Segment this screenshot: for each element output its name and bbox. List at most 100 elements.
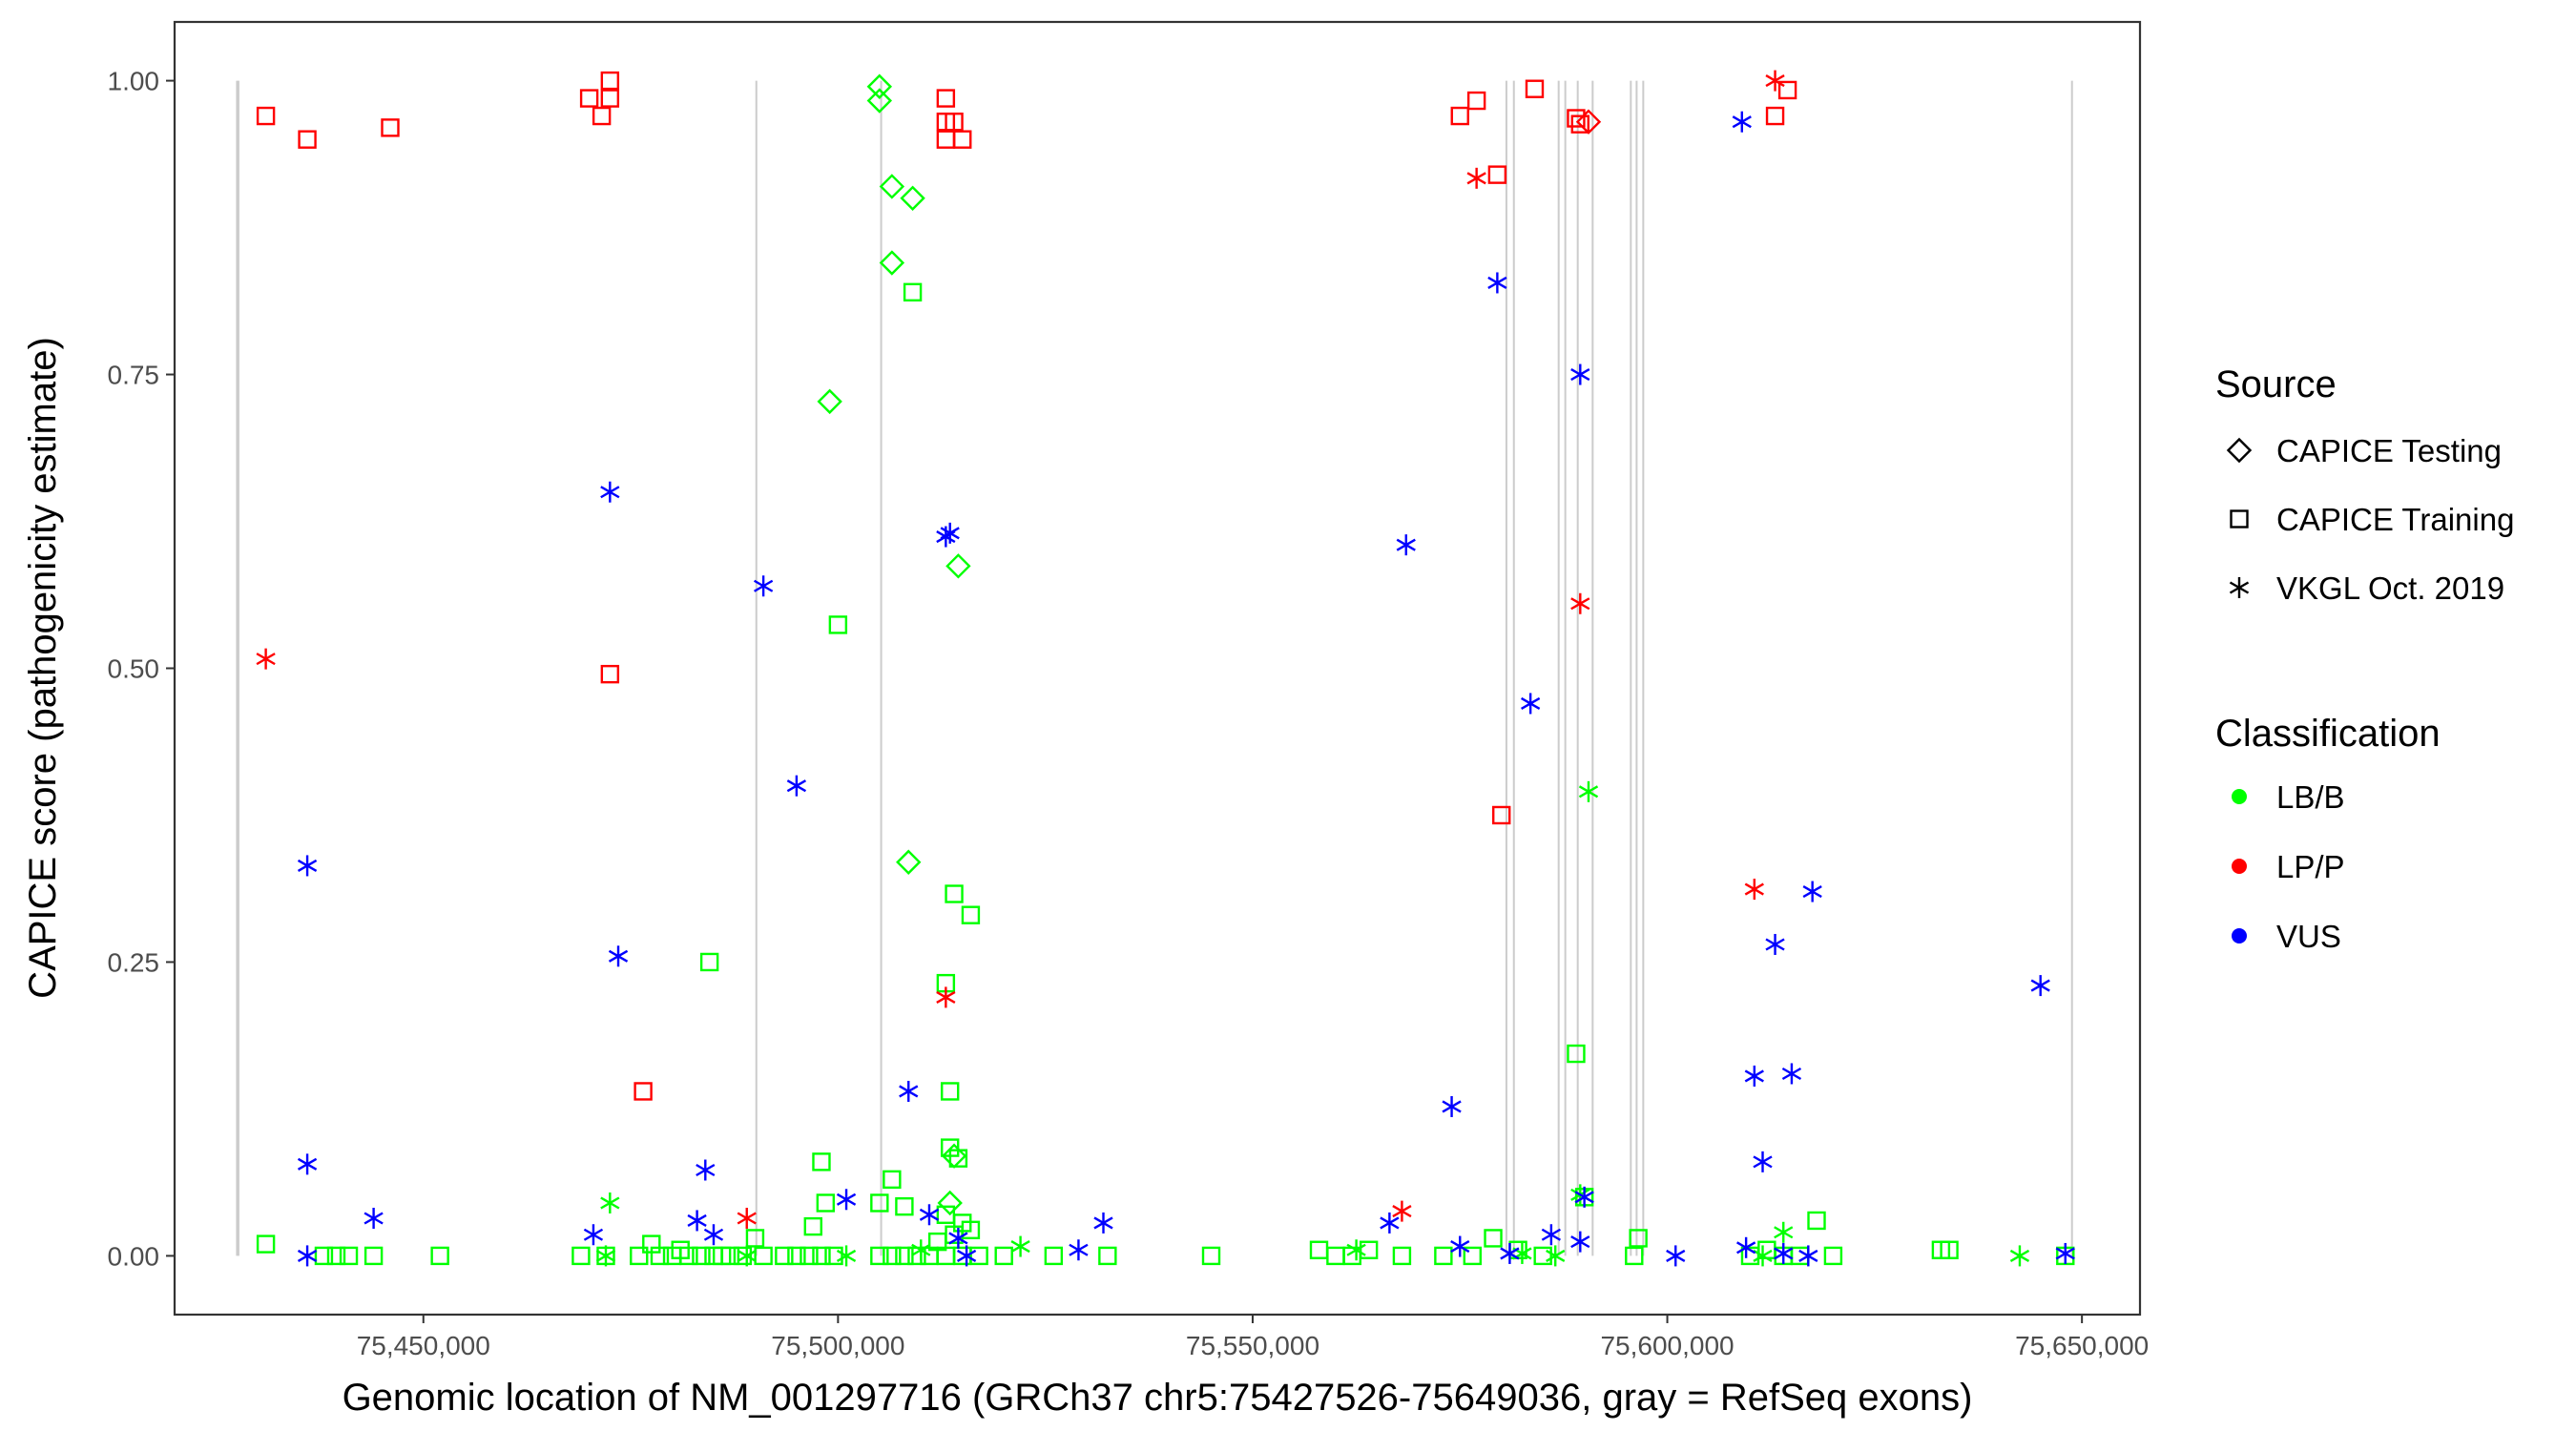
x-axis-title: Genomic location of NM_001297716 (GRCh37… (343, 1377, 1973, 1419)
data-point (600, 1192, 620, 1213)
y-tick-label: 1.00 (108, 67, 160, 96)
data-point (816, 1193, 836, 1213)
data-point (692, 1246, 711, 1266)
data-point (1570, 114, 1589, 134)
data-point (870, 1193, 889, 1213)
data-point (895, 1196, 914, 1216)
y-tick-label: 0.25 (108, 947, 160, 977)
data-point (828, 615, 848, 634)
y-axis: 0.00 0.25 0.50 0.75 1.00 (108, 67, 175, 1271)
data-point (1442, 1095, 1462, 1117)
data-point (899, 1080, 919, 1102)
data-point (630, 1246, 649, 1266)
data-point (919, 1204, 940, 1226)
data-point (879, 250, 905, 276)
legend-source-label: CAPICE Testing (2276, 433, 2502, 468)
data-point (1541, 1224, 1561, 1246)
data-point (911, 1239, 931, 1261)
x-tick-label: 75,650,000 (2015, 1331, 2149, 1360)
legend-classification-title: Classification (2215, 713, 2441, 755)
data-point (1574, 1186, 1594, 1208)
data-point (1570, 1231, 1590, 1253)
data-point (1765, 70, 1785, 92)
panel-background (175, 22, 2140, 1315)
y-tick-label: 0.50 (108, 654, 160, 684)
data-point (1484, 1229, 1503, 1248)
data-point (430, 1246, 449, 1266)
data-point (1450, 106, 1469, 126)
y-axis-title: CAPICE score (pathogenicity estimate) (22, 337, 64, 999)
data-point (1753, 1245, 1773, 1267)
data-point (2055, 1242, 2075, 1264)
data-point (1781, 1063, 1802, 1085)
data-point (1666, 1245, 1686, 1267)
data-point (1359, 1240, 1379, 1259)
data-point (1201, 1246, 1221, 1266)
data-point (941, 1143, 967, 1169)
legend-source-entries: CAPICE Testing CAPICE Training VKGL Oct. 2… (2226, 433, 2514, 606)
data-point (1396, 534, 1416, 556)
data-point (1802, 881, 1822, 902)
legend-class-label: VUS (2276, 919, 2341, 954)
data-point (754, 1246, 773, 1266)
data-point (936, 986, 956, 1008)
data-point (297, 855, 318, 877)
data-point (1500, 1242, 1520, 1264)
data-point (696, 1159, 716, 1181)
data-point (969, 1246, 988, 1266)
data-point (1777, 80, 1797, 100)
data-point (1765, 933, 1785, 955)
data-point (1487, 165, 1507, 184)
legend-square-key (2230, 509, 2249, 529)
data-point (1736, 1236, 1756, 1258)
data-point (900, 185, 925, 211)
data-point (812, 1246, 831, 1266)
data-point (1392, 1200, 1412, 1222)
data-point (1521, 693, 1541, 715)
data-point (1346, 1239, 1366, 1261)
data-point (1466, 91, 1486, 111)
data-point (1487, 272, 1507, 294)
data-point (1570, 363, 1590, 385)
legend-class-entries: LB/B LP/P VUS (2232, 779, 2345, 954)
data-point (1570, 592, 1590, 614)
data-point (786, 775, 807, 797)
data-point (1940, 1240, 1959, 1259)
data-point (650, 1246, 670, 1266)
data-point (1744, 879, 1764, 901)
data-point (1533, 1246, 1552, 1266)
data-point (634, 1082, 653, 1101)
x-tick-label: 75,550,000 (1186, 1331, 1319, 1360)
data-point (1774, 1221, 1794, 1243)
legend-color-key (2232, 928, 2247, 944)
data-point (1578, 780, 1599, 802)
data-point (600, 71, 620, 91)
data-point (326, 1246, 346, 1266)
data-point (941, 1082, 960, 1101)
data-point (1765, 106, 1785, 126)
data-point (583, 1224, 604, 1246)
data-point (1525, 79, 1545, 98)
data-point (600, 481, 620, 503)
legend-asterisk-key (2229, 577, 2250, 598)
data-point (297, 1245, 318, 1267)
data-point (737, 1245, 757, 1267)
data-point (945, 553, 971, 579)
x-tick-label: 75,450,000 (357, 1331, 490, 1360)
data-point (870, 1246, 889, 1266)
data-point (1463, 1246, 1482, 1266)
data-point (836, 1189, 857, 1211)
data-point (1546, 1245, 1566, 1267)
data-point (592, 106, 612, 126)
data-point (956, 1245, 977, 1267)
data-point (1466, 167, 1486, 189)
data-point (1575, 109, 1602, 135)
data-point (600, 664, 620, 684)
data-point (571, 1246, 591, 1266)
data-point (1069, 1239, 1089, 1261)
data-point (1380, 1212, 1400, 1234)
data-point (1625, 1246, 1644, 1266)
data-point (745, 1229, 765, 1248)
data-point (1629, 1229, 1648, 1248)
data-point (699, 952, 719, 972)
